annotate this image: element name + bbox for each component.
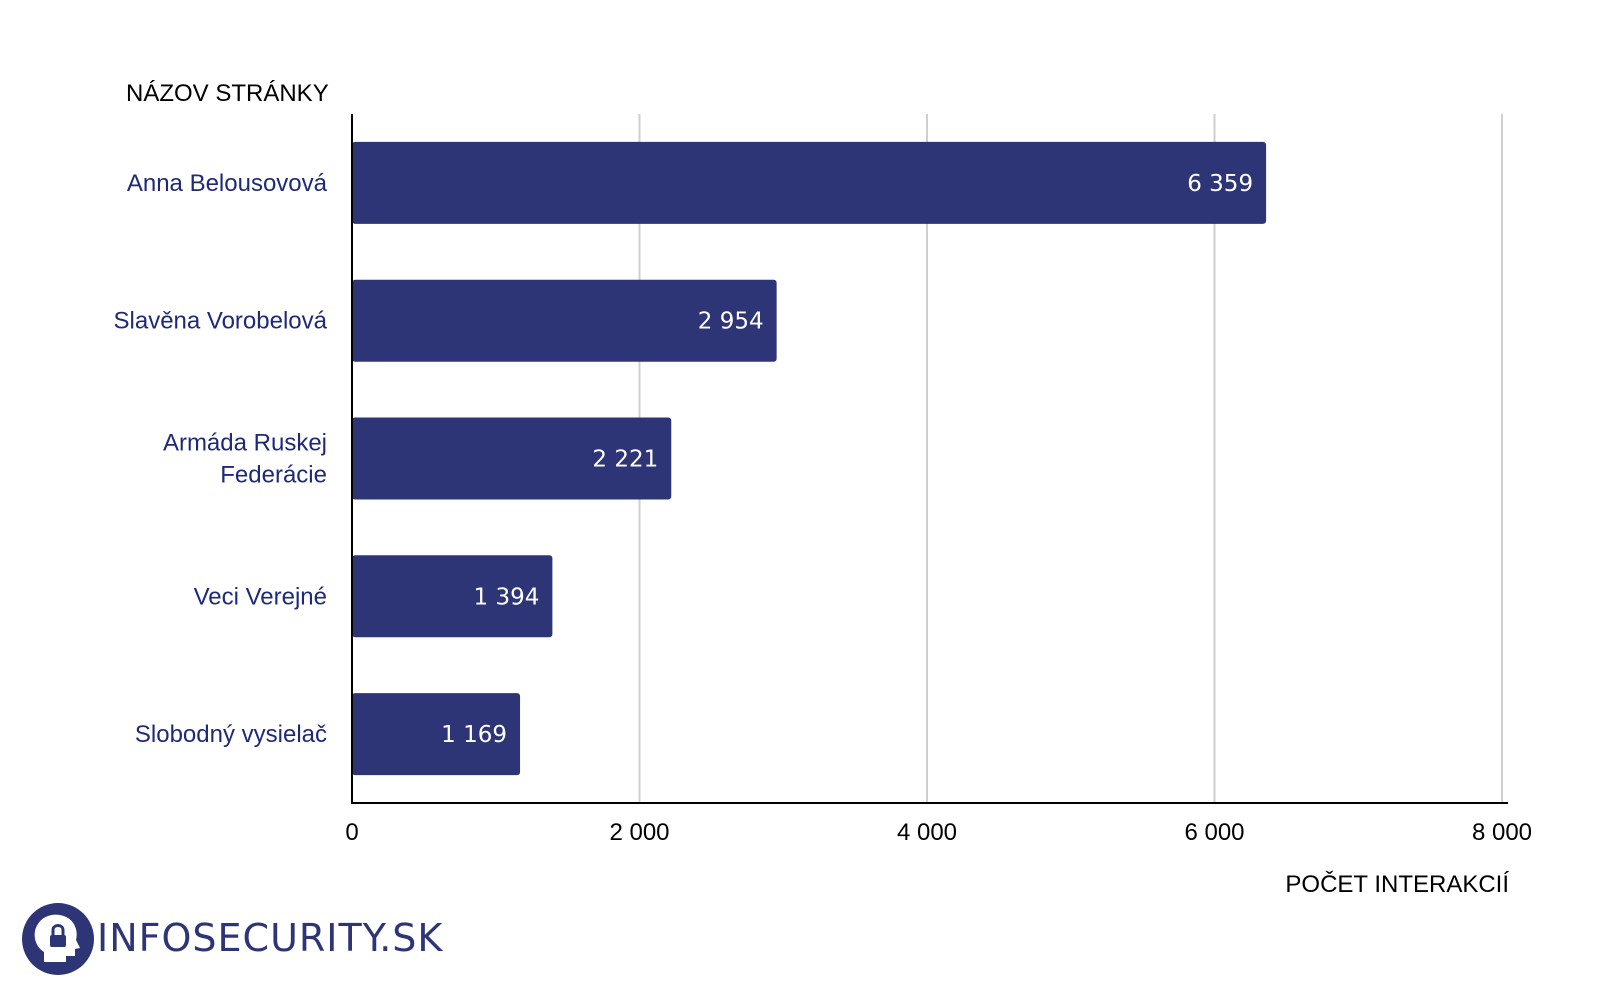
bar (352, 417, 672, 500)
bar-value-label: 2 221 (592, 447, 658, 473)
x-tick-labels: 0 2 000 4 000 6 000 8 000 (345, 819, 1532, 846)
x-tick-label: 2 000 (609, 819, 669, 846)
x-tick-label: 8 000 (1472, 819, 1532, 846)
x-axis-title: POČET INTERAKCIÍ (1285, 870, 1509, 898)
category-label: Anna Belousovová (127, 170, 328, 197)
axes (351, 114, 1508, 804)
bar (352, 693, 521, 776)
category-label: Slobodný vysielač (135, 721, 327, 748)
bar (352, 555, 553, 638)
y-axis-title: NÁZOV STRÁNKY (126, 80, 329, 107)
category-labels: Anna Belousovová Slavěna Vorobelová Armáda… (114, 170, 328, 748)
bar (352, 279, 777, 362)
category-label: Armáda Ruskej Federácie (163, 430, 327, 489)
x-tick-label: 4 000 (897, 819, 957, 846)
bar (352, 141, 1267, 224)
category-label: Slavěna Vorobelová (114, 308, 328, 335)
bar-value-label: 6 359 (1187, 171, 1253, 197)
bars: 6 359 2 954 2 221 1 394 1 169 (352, 141, 1267, 776)
category-label: Veci Verejné (194, 583, 327, 610)
bar-value-label: 1 169 (441, 722, 507, 748)
x-tick-label: 0 (345, 819, 358, 846)
logo-text: INFOSECURITY.SK (97, 916, 443, 960)
head-lock-icon (22, 903, 94, 975)
bar-value-label: 1 394 (474, 584, 540, 610)
bar-value-label: 2 954 (698, 309, 764, 335)
logo: INFOSECURITY.SK (22, 903, 443, 975)
x-tick-label: 6 000 (1184, 819, 1244, 846)
